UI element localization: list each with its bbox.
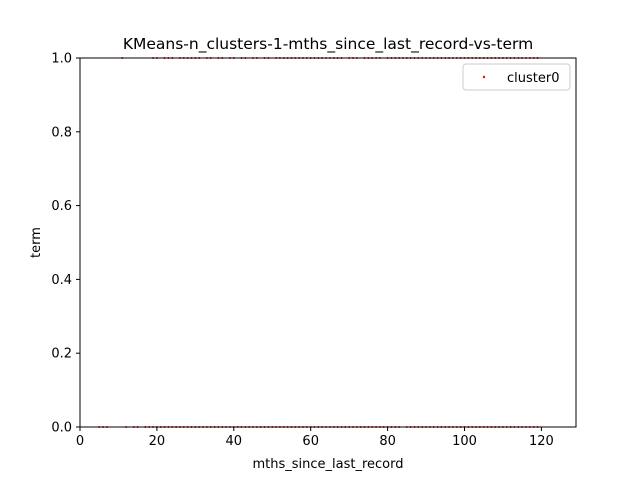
x-tick-label: 0 (76, 434, 84, 449)
legend-label-cluster0: cluster0 (507, 71, 559, 86)
x-tick-label: 20 (149, 434, 166, 449)
y-tick-label: 0.2 (51, 347, 72, 362)
legend-marker-cluster0 (482, 75, 486, 79)
legend: cluster0 (462, 63, 571, 91)
x-tick-label: 60 (302, 434, 319, 449)
chart-title: KMeans-n_clusters-1-mths_since_last_reco… (123, 35, 533, 54)
x-tick-label: 120 (529, 434, 554, 449)
y-tick-label: 0.8 (51, 125, 72, 140)
x-tick-label: 80 (379, 434, 396, 449)
y-tick-label: 0.0 (51, 421, 72, 436)
x-axis-label: mths_since_last_record (252, 457, 403, 472)
x-axis-ticks: 0 20 40 60 80 100 120 (76, 427, 554, 449)
y-tick-label: 1.0 (51, 52, 72, 67)
y-tick-label: 0.6 (51, 199, 72, 214)
x-tick-label: 40 (226, 434, 243, 449)
plot-frame (79, 57, 577, 428)
legend-box (462, 63, 571, 91)
x-tick-label: 100 (452, 434, 477, 449)
y-axis-label: term (29, 227, 44, 258)
y-axis-ticks: 0.0 0.2 0.4 0.6 0.8 1.0 (51, 52, 80, 436)
y-tick-label: 0.4 (51, 273, 72, 288)
